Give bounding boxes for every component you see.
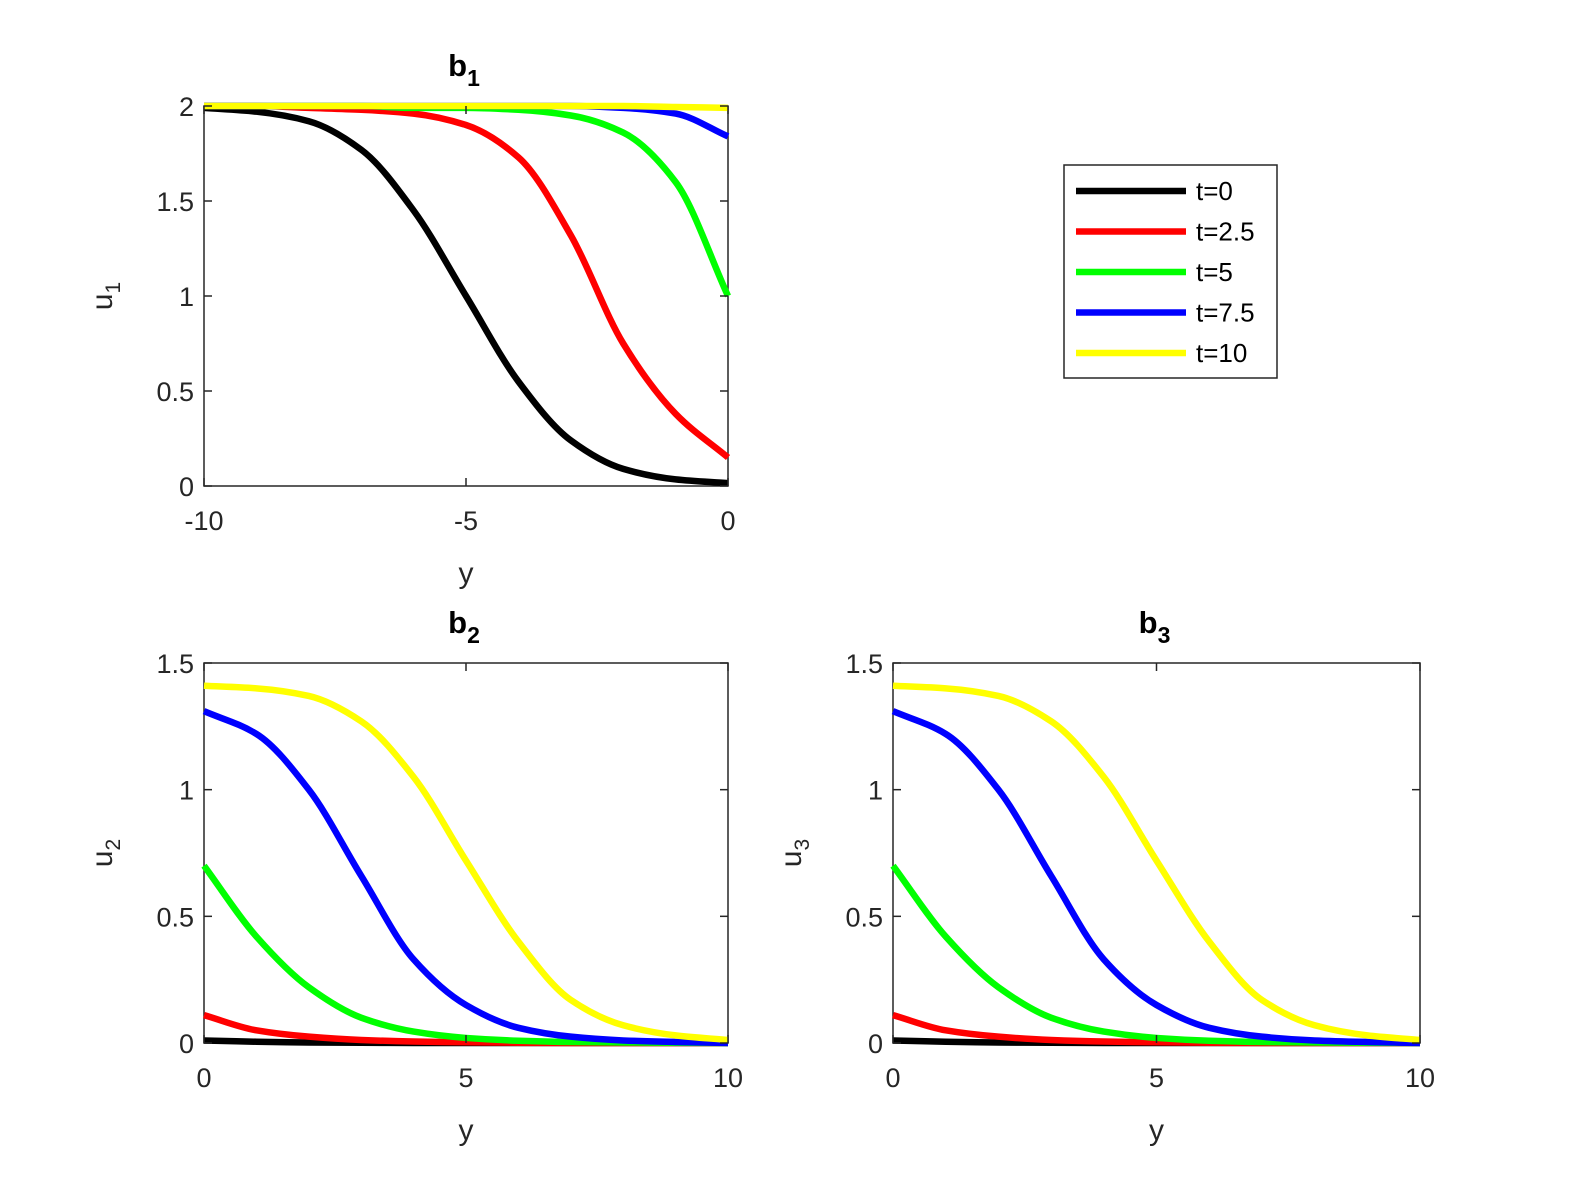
chart-title: b1 — [448, 48, 480, 91]
panel-b1: -10 -5 0 0 0.5 1 1.5 2 y u1 b1 — [86, 48, 736, 590]
x-tick-label: 0 — [196, 1063, 211, 1093]
series-line-3 — [891, 708, 1421, 1047]
x-tick-label: -5 — [454, 506, 478, 536]
panel-b2: 0 5 10 0 0.5 1 1.5 y u2 b2 — [86, 605, 743, 1147]
y-tick-label: 1 — [868, 776, 883, 806]
legend-entry: t=5 — [1196, 257, 1233, 287]
x-tick-label: 5 — [458, 1063, 473, 1093]
y-tick-label: 1.5 — [845, 649, 883, 679]
y-axis-label: u2 — [86, 839, 125, 867]
panel-b3: 0 5 10 0 0.5 1 1.5 y u3 b3 — [775, 605, 1435, 1147]
legend: t=0 t=2.5 t=5 t=7.5 t=10 — [1063, 164, 1278, 379]
y-axis-label: u1 — [86, 282, 125, 310]
series-line-3 — [202, 708, 729, 1047]
y-tick-label: 1 — [179, 776, 194, 806]
y-tick-label: 1 — [179, 282, 194, 312]
legend-entry: t=7.5 — [1196, 298, 1255, 328]
y-tick-label: 0.5 — [156, 902, 194, 932]
y-tick-label: 0 — [179, 472, 194, 502]
x-tick-label: -10 — [184, 506, 223, 536]
series-line-4 — [892, 682, 1421, 1044]
y-axis-label: u3 — [775, 839, 814, 867]
y-tick-label: 0 — [868, 1029, 883, 1059]
y-tick-label: 0.5 — [156, 377, 194, 407]
x-tick-label: 0 — [885, 1063, 900, 1093]
y-tick-label: 1.5 — [156, 187, 194, 217]
x-tick-label: 5 — [1149, 1063, 1164, 1093]
series-line-4 — [203, 682, 729, 1044]
x-axis-label: y — [459, 1114, 474, 1147]
x-axis-label: y — [1149, 1114, 1164, 1147]
chart-title: b2 — [448, 605, 480, 648]
series-line-0 — [203, 104, 729, 487]
x-axis-label: y — [459, 557, 474, 590]
legend-entry: t=10 — [1196, 338, 1247, 368]
y-tick-label: 2 — [179, 92, 194, 122]
y-tick-label: 0 — [179, 1029, 194, 1059]
plot-area — [203, 662, 729, 1044]
y-tick-label: 1.5 — [156, 649, 194, 679]
legend-entry: t=0 — [1196, 176, 1233, 206]
chart-title: b3 — [1139, 605, 1171, 648]
plot-area — [892, 662, 1421, 1044]
x-tick-label: 10 — [713, 1063, 743, 1093]
x-tick-label: 10 — [1405, 1063, 1435, 1093]
y-tick-label: 0.5 — [845, 902, 883, 932]
legend-entry: t=2.5 — [1196, 217, 1255, 247]
x-tick-label: 0 — [720, 506, 735, 536]
